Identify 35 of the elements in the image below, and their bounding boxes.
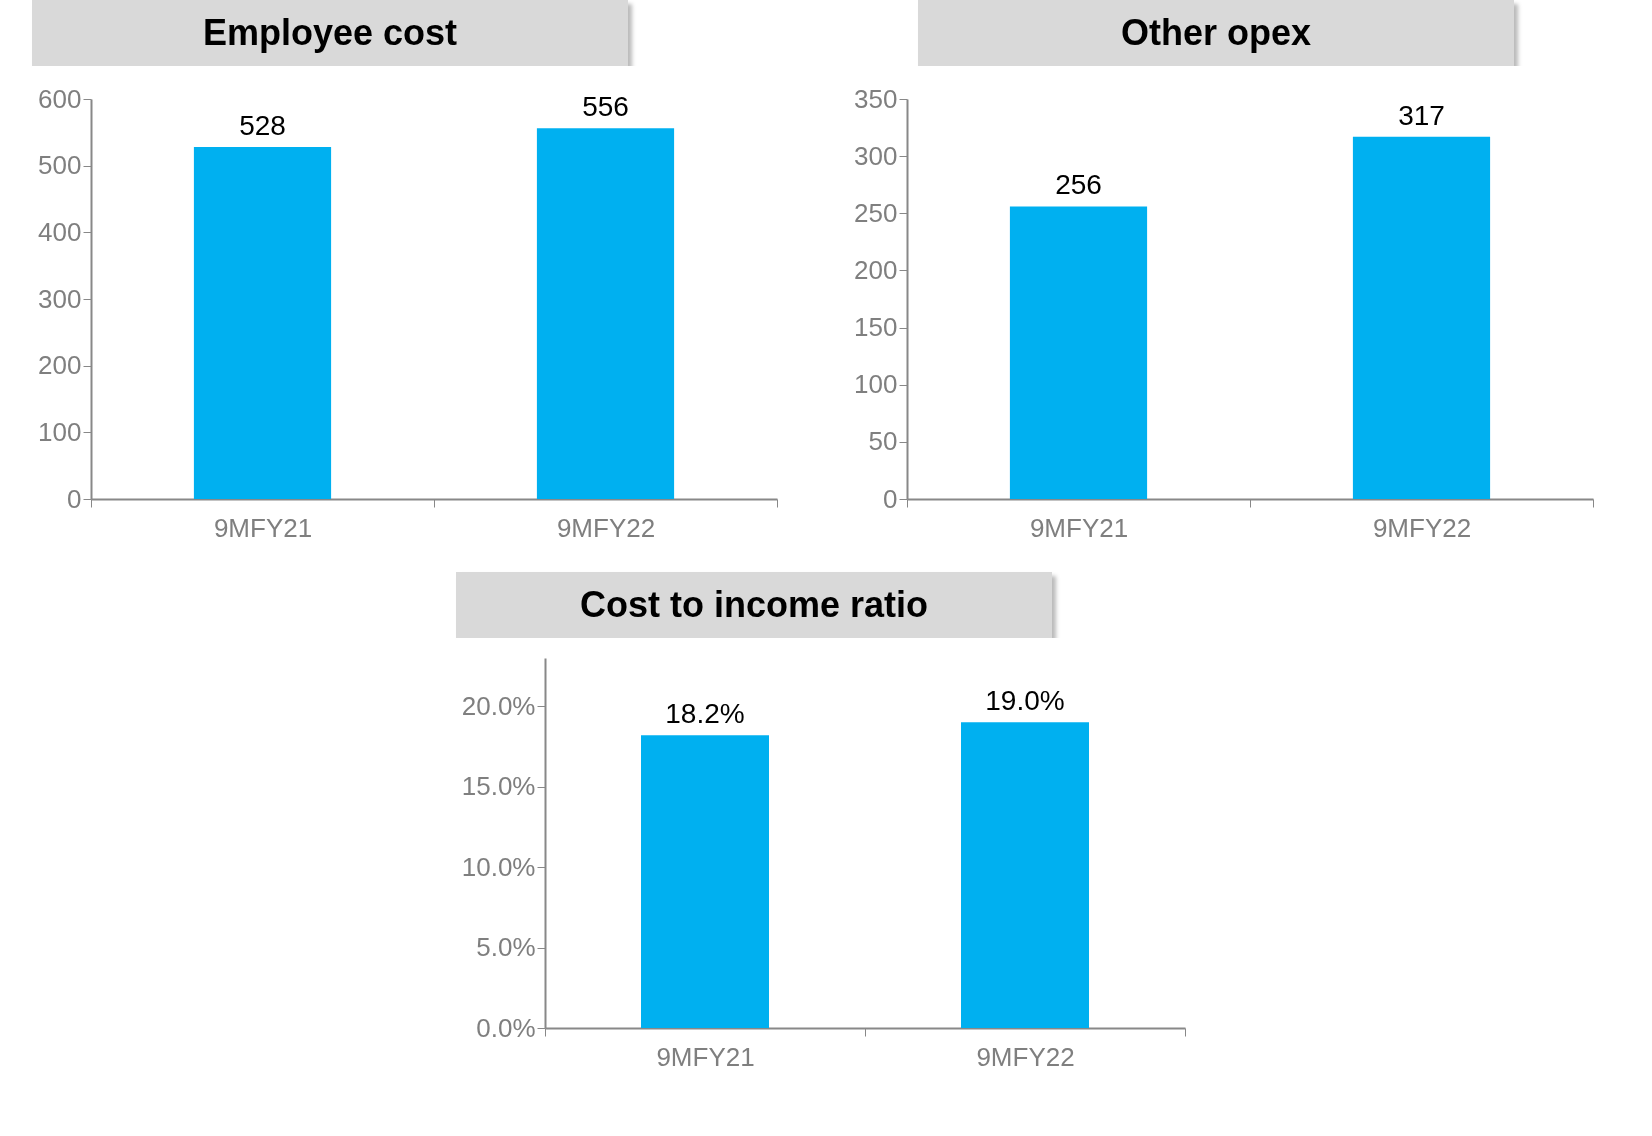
y-tick-label: 400 xyxy=(38,216,82,247)
x-tick-label: 9MFY22 xyxy=(556,512,656,543)
data-label: 19.0% xyxy=(985,685,1065,717)
data-label: 18.2% xyxy=(665,698,745,730)
data-label: 317 xyxy=(1398,99,1445,131)
y-tick-label: 20.0% xyxy=(461,690,536,721)
x-tick-label: 9MFY21 xyxy=(656,1041,755,1072)
y-tick-label: 200 xyxy=(854,254,898,285)
data-label: 556 xyxy=(582,91,629,123)
y-tick-label: 300 xyxy=(854,140,898,171)
chart-title: Other opex xyxy=(918,0,1514,66)
y-tick-label: 500 xyxy=(38,150,82,181)
y-tick-label: 150 xyxy=(854,312,898,343)
y-tick-label: 250 xyxy=(854,197,898,228)
y-tick-label: 0.0% xyxy=(476,1012,536,1043)
y-tick-label: 50 xyxy=(868,426,898,457)
y-tick-label: 0 xyxy=(67,483,82,514)
y-tick-label: 15.0% xyxy=(461,771,536,802)
y-tick-label: 10.0% xyxy=(461,851,536,882)
chart-title: Cost to income ratio xyxy=(456,572,1052,638)
data-label: 256 xyxy=(1055,169,1102,201)
x-tick-label: 9MFY21 xyxy=(213,512,313,543)
x-tick-label: 9MFY22 xyxy=(976,1041,1075,1072)
y-tick-label: 600 xyxy=(38,83,82,114)
y-tick-label: 200 xyxy=(38,350,82,381)
y-tick-label: 100 xyxy=(854,369,898,400)
x-tick-label: 9MFY22 xyxy=(1372,512,1472,543)
x-tick-label: 9MFY21 xyxy=(1029,512,1129,543)
y-tick-label: 350 xyxy=(854,83,898,114)
y-tick-label: 5.0% xyxy=(476,932,536,963)
chart-title: Employee cost xyxy=(32,0,628,66)
y-tick-label: 100 xyxy=(38,416,82,447)
y-tick-label: 0 xyxy=(883,483,898,514)
y-tick-label: 300 xyxy=(38,283,82,314)
data-label: 528 xyxy=(239,110,286,141)
